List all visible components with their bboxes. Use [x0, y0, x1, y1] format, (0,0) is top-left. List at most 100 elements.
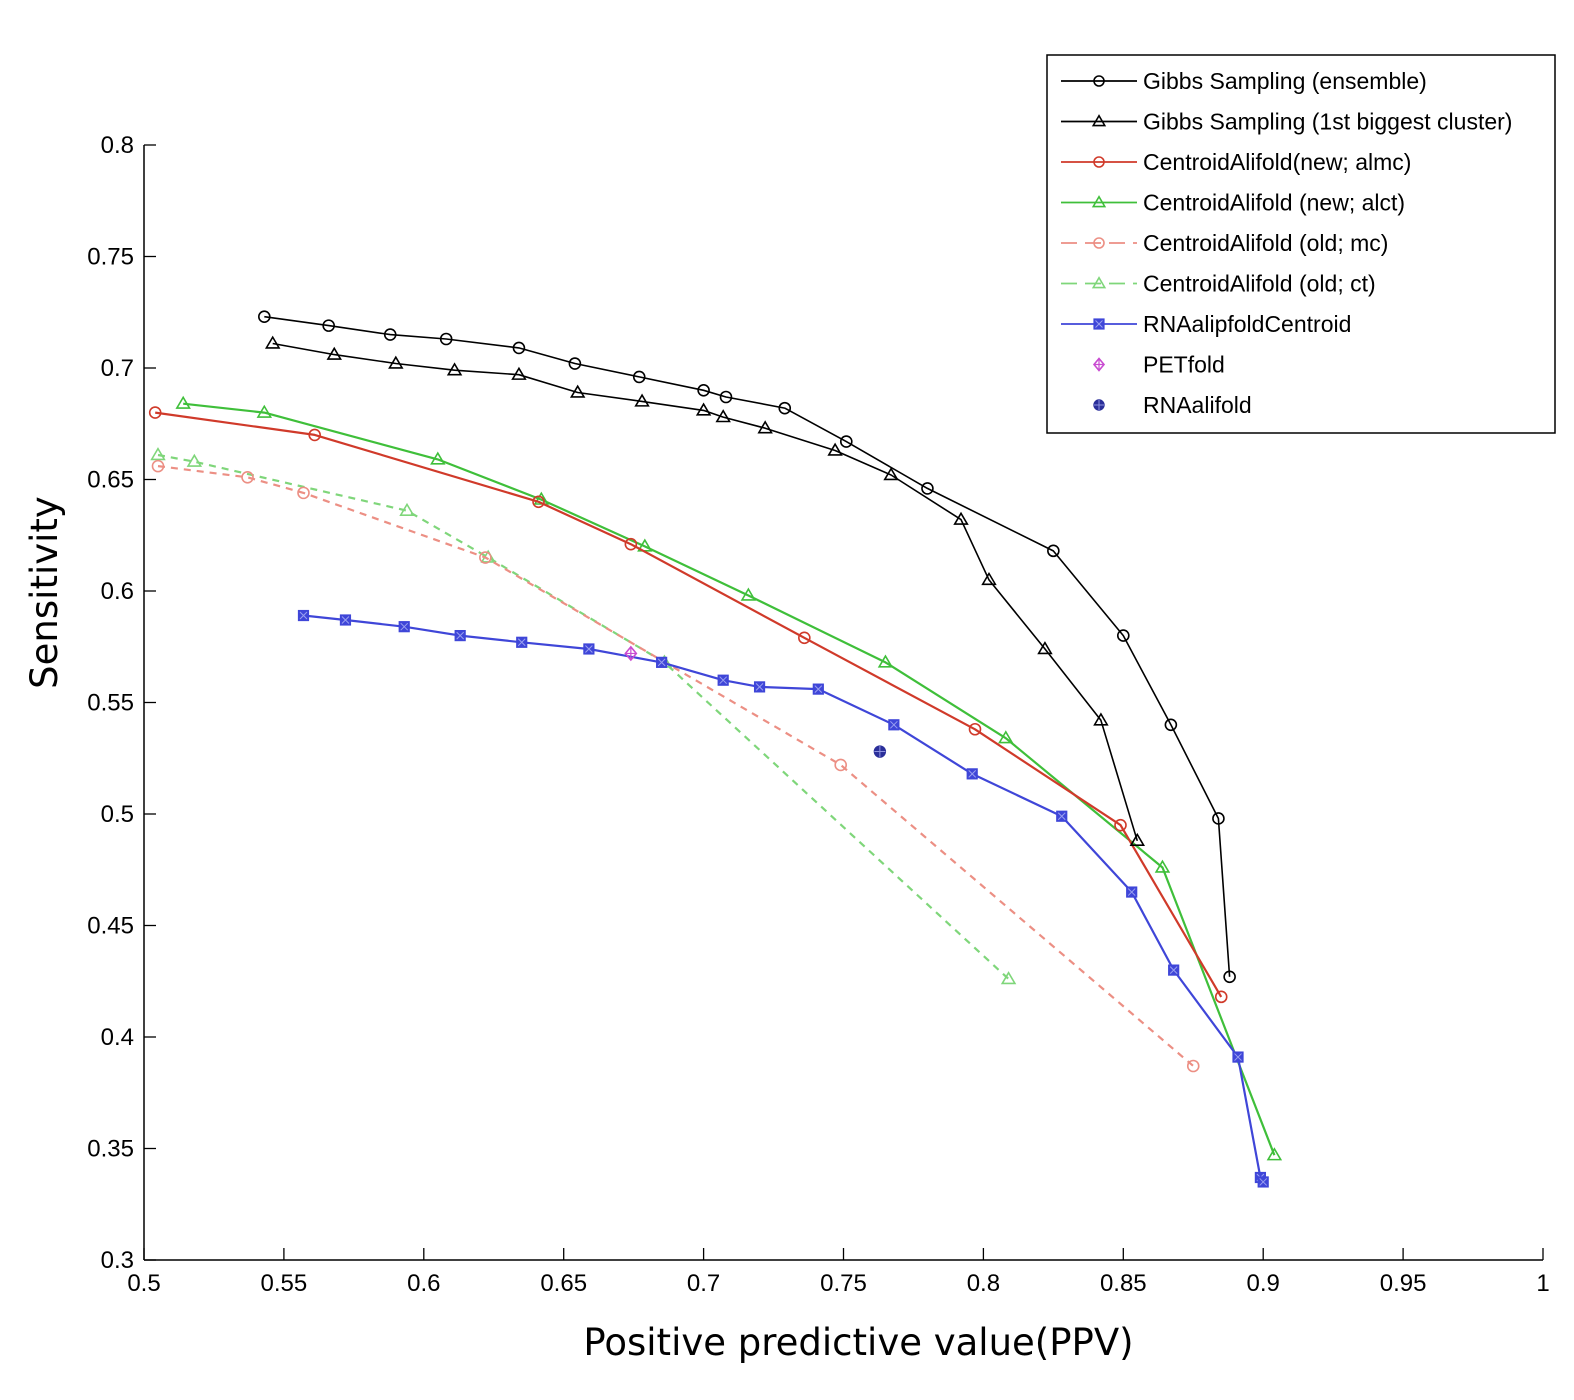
data-point [624, 537, 638, 551]
y-tick-label: 0.45 [87, 913, 134, 940]
data-point [516, 636, 528, 648]
series-6 [297, 609, 1269, 1188]
x-tick-label: 0.85 [1100, 1270, 1147, 1297]
legend-marker [1092, 357, 1106, 372]
data-point [966, 768, 978, 780]
x-axis-title: Positive predictive value(PPV) [583, 1321, 1133, 1364]
series-line [264, 315, 1231, 977]
y-tick-label: 0.5 [101, 801, 134, 828]
y-axis-title: Sensitivity [23, 496, 66, 689]
series-1 [264, 335, 1146, 846]
data-point [1114, 818, 1127, 832]
data-point [873, 745, 887, 758]
series-line [183, 402, 1276, 1156]
data-point [697, 383, 710, 397]
legend-marker [1093, 156, 1105, 168]
data-point [308, 428, 321, 442]
data-point [1266, 1147, 1283, 1161]
legend-label: RNAalifold [1143, 392, 1252, 418]
legend-entry: Gibbs Sampling (ensemble) [1061, 68, 1427, 94]
series-0 [258, 310, 1236, 984]
data-point [834, 758, 848, 772]
data-point [1000, 971, 1017, 985]
data-point [439, 332, 453, 346]
legend: Gibbs Sampling (ensemble) Gibbs Sampling … [1046, 54, 1556, 434]
data-point [175, 395, 191, 409]
data-point [1154, 859, 1171, 873]
data-point [1117, 629, 1130, 642]
x-tick-label: 0.5 [127, 1270, 160, 1297]
data-point [877, 654, 894, 668]
data-point [148, 406, 162, 419]
data-point [479, 551, 492, 564]
data-point [326, 346, 342, 360]
data-point [1223, 970, 1236, 984]
series-line [155, 411, 1223, 998]
data-point [339, 614, 352, 626]
data-point [1093, 712, 1109, 726]
data-point [1056, 810, 1068, 822]
data-point [632, 370, 646, 384]
legend-label: CentroidAlifold (old; mc) [1143, 230, 1388, 256]
legend-entry: Gibbs Sampling (1st biggest cluster) [1061, 109, 1512, 135]
legend-entry: RNAalipfoldCentroid [1061, 311, 1351, 337]
legend-label: RNAalipfoldCentroid [1143, 311, 1351, 337]
series-line [303, 614, 1265, 1183]
legend-marker [1091, 114, 1107, 127]
data-point [715, 409, 731, 423]
data-point [1186, 1059, 1200, 1073]
data-point [512, 341, 526, 355]
data-point [888, 719, 900, 731]
legend-marker [1091, 195, 1107, 208]
y-tick-label: 0.75 [87, 244, 134, 271]
series-5 [150, 447, 1017, 985]
y-tick-label: 0.4 [101, 1024, 134, 1051]
x-tick-label: 0.55 [261, 1270, 308, 1297]
legend-marker [1093, 399, 1105, 411]
legend-box [1046, 54, 1556, 434]
data-point [583, 643, 595, 655]
data-point [1037, 641, 1053, 655]
data-point [656, 656, 668, 668]
data-point [511, 366, 527, 380]
data-point [388, 355, 404, 369]
y-tick-label: 0.7 [101, 355, 134, 382]
data-point [256, 404, 273, 418]
series-2 [148, 406, 1228, 1004]
series-line [157, 453, 1010, 980]
legend-label: PETfold [1143, 352, 1225, 378]
legend-label: CentroidAlifold (old; ct) [1143, 271, 1376, 297]
data-point [1212, 812, 1225, 825]
plot-area [148, 310, 1283, 1188]
y-tick-label: 0.55 [87, 690, 134, 717]
data-point [241, 470, 254, 484]
data-point [827, 442, 843, 456]
data-point [532, 495, 545, 509]
data-point [1126, 886, 1138, 898]
series-7 [624, 645, 638, 662]
legend-entry: CentroidAlifold (new; alct) [1061, 190, 1405, 216]
data-point [383, 328, 397, 341]
data-point [798, 631, 811, 645]
data-point [1129, 832, 1146, 846]
data-point [398, 621, 410, 633]
data-point [151, 459, 165, 473]
legend-label: CentroidAlifold (new; alct) [1143, 190, 1405, 216]
data-point [1164, 718, 1178, 732]
data-point [446, 362, 463, 376]
data-point [778, 401, 792, 415]
data-point [981, 571, 997, 586]
data-point [624, 645, 638, 662]
data-point [264, 335, 281, 349]
data-point [1047, 544, 1060, 558]
legend-label: CentroidAlifold(new; almc) [1143, 149, 1411, 175]
x-tick-label: 0.7 [687, 1270, 720, 1297]
data-point [1232, 1051, 1244, 1063]
data-point [740, 587, 757, 601]
data-point [297, 486, 310, 500]
data-point [150, 447, 166, 461]
data-point [695, 402, 712, 416]
data-point [568, 357, 582, 370]
data-point [717, 674, 729, 686]
